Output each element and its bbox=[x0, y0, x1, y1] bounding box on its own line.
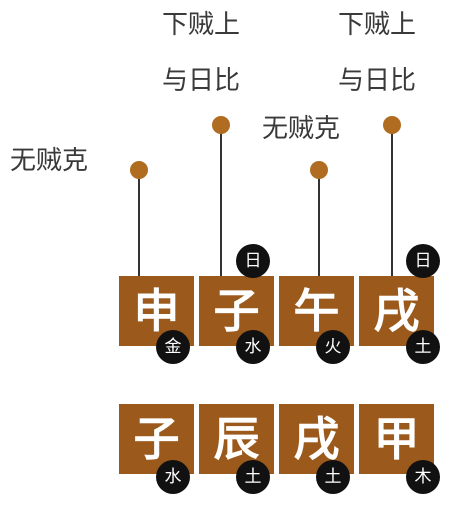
element-badge-top-3: 火 bbox=[316, 330, 350, 364]
leader-line-2 bbox=[220, 124, 222, 276]
day-mark-badge-1: 日 bbox=[236, 244, 270, 278]
annotation-dot-3 bbox=[310, 161, 328, 179]
element-badge-bottom-2: 土 bbox=[236, 460, 270, 494]
annotation-no-ke-1: 无贼克 bbox=[10, 146, 89, 176]
element-badge-bottom-1: 水 bbox=[156, 460, 190, 494]
top-cell-4: 戌 bbox=[359, 276, 434, 346]
annotation-dot-4 bbox=[383, 116, 401, 134]
element-badge-top-4: 土 bbox=[406, 330, 440, 364]
annotation-dot-1 bbox=[130, 161, 148, 179]
element-badge-top-2: 水 bbox=[236, 330, 270, 364]
annotation-yu-ri-bi-2: 与日比 bbox=[338, 66, 417, 96]
annotation-no-ke-2: 无贼克 bbox=[262, 114, 341, 144]
leader-line-1 bbox=[138, 170, 140, 276]
top-cell-1: 申 bbox=[119, 276, 194, 346]
element-badge-bottom-3: 土 bbox=[316, 460, 350, 494]
element-badge-top-1: 金 bbox=[156, 330, 190, 364]
leader-line-4 bbox=[391, 124, 393, 276]
annotation-xia-zei-shang-1: 下贼上 bbox=[162, 10, 241, 40]
annotation-yu-ri-bi-1: 与日比 bbox=[162, 66, 241, 96]
annotation-xia-zei-shang-2: 下贼上 bbox=[338, 10, 417, 40]
annotation-dot-2 bbox=[212, 116, 230, 134]
leader-line-3 bbox=[318, 170, 320, 276]
element-badge-bottom-4: 木 bbox=[406, 460, 440, 494]
day-mark-badge-2: 日 bbox=[406, 244, 440, 278]
